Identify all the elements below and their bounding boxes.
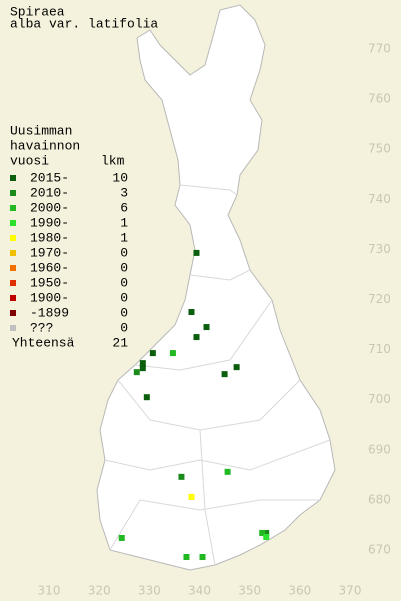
region-borders: [104, 184, 331, 566]
legend-label: 1990-: [30, 215, 69, 230]
legend-count: 1: [120, 230, 128, 245]
observation: [259, 529, 266, 536]
observation: [188, 309, 195, 316]
legend-label: 1900-: [30, 290, 69, 305]
observation: [133, 369, 140, 376]
y-tick-label: 710: [368, 342, 391, 356]
legend-swatch: [10, 310, 16, 316]
legend-swatch: [10, 280, 16, 286]
x-tick-label: 320: [88, 584, 111, 598]
legend-label: -1899: [30, 305, 69, 320]
y-tick-label: 670: [368, 543, 391, 557]
legend-swatch: [10, 175, 16, 181]
legend-count: 10: [112, 170, 128, 185]
observation: [139, 360, 146, 367]
observation: [224, 468, 231, 475]
legend-label: 1970-: [30, 245, 69, 260]
legend-swatch: [10, 220, 16, 226]
legend-count: 0: [120, 275, 128, 290]
legend-count: 0: [120, 320, 128, 335]
legend-label: 2015-: [30, 170, 69, 185]
observation: [188, 493, 195, 500]
legend-count: 0: [120, 245, 128, 260]
legend-count: 0: [120, 305, 128, 320]
legend-heading: vuosi: [10, 153, 49, 168]
x-tick-label: 370: [339, 584, 362, 598]
y-tick-label: 680: [368, 492, 391, 506]
legend-count: 3: [120, 185, 128, 200]
title-line: Spiraea: [10, 4, 65, 19]
observation: [263, 529, 270, 536]
legend-count-heading: lkm: [101, 153, 125, 168]
legend-count: 0: [120, 260, 128, 275]
total-count: 21: [112, 335, 128, 350]
observation: [263, 533, 270, 540]
observation: [118, 534, 125, 541]
legend-swatch: [10, 325, 16, 331]
legend-swatch: [10, 265, 16, 271]
legend-swatch: [10, 205, 16, 211]
x-tick-label: 350: [238, 584, 261, 598]
observation: [149, 350, 156, 357]
x-tick-label: 310: [38, 584, 61, 598]
legend-swatch: [10, 295, 16, 301]
y-tick-label: 770: [368, 42, 391, 56]
y-tick-label: 720: [368, 292, 391, 306]
observation: [183, 554, 190, 561]
finland-outline: [96, 4, 336, 571]
legend-count: 0: [120, 290, 128, 305]
legend-label: 1980-: [30, 230, 69, 245]
y-tick-label: 750: [368, 142, 391, 156]
legend-swatch: [10, 190, 16, 196]
observation: [193, 249, 200, 256]
observation: [193, 334, 200, 341]
y-tick-label: 690: [368, 442, 391, 456]
observation: [221, 371, 228, 378]
total-label: Yhteensä: [12, 335, 75, 350]
observation: [203, 324, 210, 331]
observation: [139, 365, 146, 372]
title-line: alba var. latifolia: [10, 16, 158, 31]
legend-count: 1: [120, 215, 128, 230]
y-tick-label: 730: [368, 242, 391, 256]
observation: [143, 394, 150, 401]
legend-label: ???: [30, 320, 53, 335]
legend-heading: havainnon: [10, 138, 80, 153]
x-tick-label: 330: [138, 584, 161, 598]
legend-label: 1950-: [30, 275, 69, 290]
observation: [169, 350, 176, 357]
observation: [178, 473, 185, 480]
legend-label: 2010-: [30, 185, 69, 200]
y-tick-label: 740: [368, 192, 391, 206]
y-tick-label: 760: [368, 92, 391, 106]
legend-label: 2000-: [30, 200, 69, 215]
legend-heading: Uusimman: [10, 123, 72, 138]
observation: [233, 364, 240, 371]
x-tick-label: 340: [188, 584, 211, 598]
x-tick-label: 360: [288, 584, 311, 598]
observation: [199, 554, 206, 561]
y-tick-label: 700: [368, 392, 391, 406]
legend-label: 1960-: [30, 260, 69, 275]
legend-swatch: [10, 250, 16, 256]
legend-swatch: [10, 235, 16, 241]
legend-count: 6: [120, 200, 128, 215]
